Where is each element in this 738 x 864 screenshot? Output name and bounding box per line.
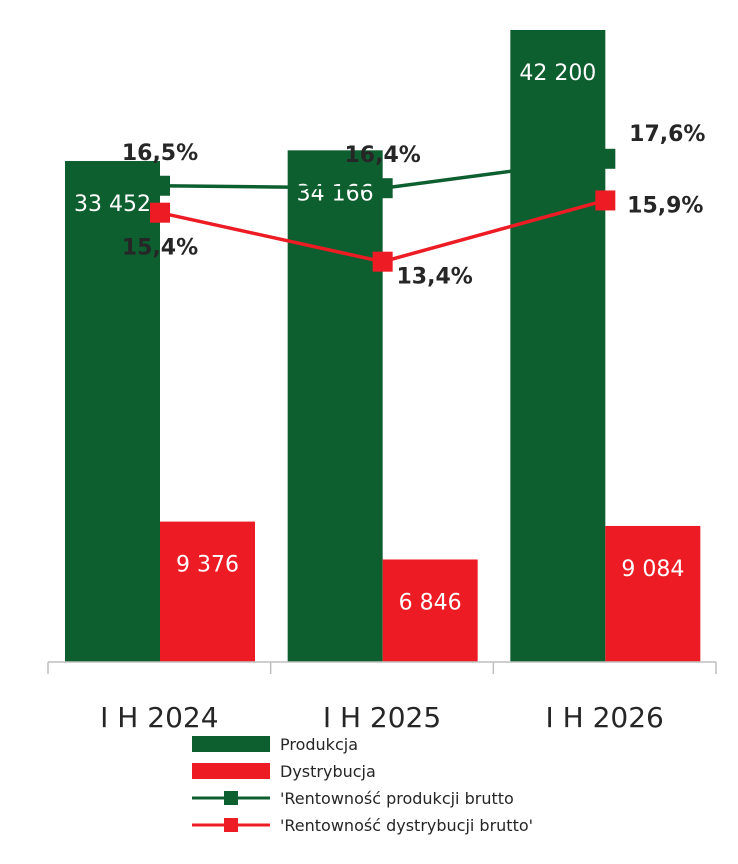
line-marker (372, 251, 393, 272)
line-marker (595, 190, 616, 211)
x-tick-label: I H 2025 (323, 701, 441, 734)
bar-value-label: 34 166 (297, 181, 374, 206)
legend-label: 'Rentowność produkcji brutto (280, 789, 514, 808)
line-value-label: 13,4% (397, 265, 473, 290)
line-value-label: 15,4% (122, 236, 198, 261)
bar-value-label: 9 084 (621, 557, 684, 582)
legend-marker (224, 791, 238, 805)
bar-value-label: 9 376 (176, 553, 239, 578)
line-value-label: 16,5% (122, 141, 198, 166)
bar-value-label: 42 200 (519, 61, 596, 86)
bar-produkcja-2 (287, 150, 383, 662)
line-value-label: 15,9% (627, 193, 703, 218)
line-marker (150, 202, 170, 223)
x-axis: I H 2024 I H 2025 I H 2026 (47, 661, 717, 734)
bar-value-label: 33 452 (74, 192, 151, 217)
line-layer: 16,5% 16,4% 17,6% 15,4% 13,4% 15,9% (122, 122, 706, 290)
line-marker (372, 178, 393, 199)
line-marker (595, 148, 616, 169)
bar-produkcja-3 (510, 30, 606, 662)
x-tick-label: I H 2026 (545, 701, 663, 734)
line-marker (150, 175, 170, 196)
bar-value-label: 6 846 (399, 590, 462, 615)
bar-dystrybucja-1 (160, 521, 255, 662)
x-tick-label: I H 2024 (100, 701, 218, 734)
bar-produkcja-1 (65, 161, 160, 662)
bar-layer: 33 452 9 376 34 166 6 846 42 200 9 084 (65, 30, 701, 662)
bar-dystrybucja-2 (382, 559, 478, 662)
legend-swatch (192, 763, 270, 779)
line-value-label: 17,6% (629, 122, 705, 147)
legend: Produkcja Dystrybucja 'Rentowność produkcj… (192, 735, 533, 835)
bar-dystrybucja-3 (605, 525, 701, 662)
legend-swatch (192, 736, 270, 752)
line-value-label: 16,4% (345, 143, 421, 168)
legend-label: Dystrybucja (280, 762, 376, 781)
legend-marker (224, 818, 238, 832)
legend-label: 'Rentowność dystrybucji brutto' (280, 816, 533, 835)
legend-label: Produkcja (280, 735, 358, 754)
